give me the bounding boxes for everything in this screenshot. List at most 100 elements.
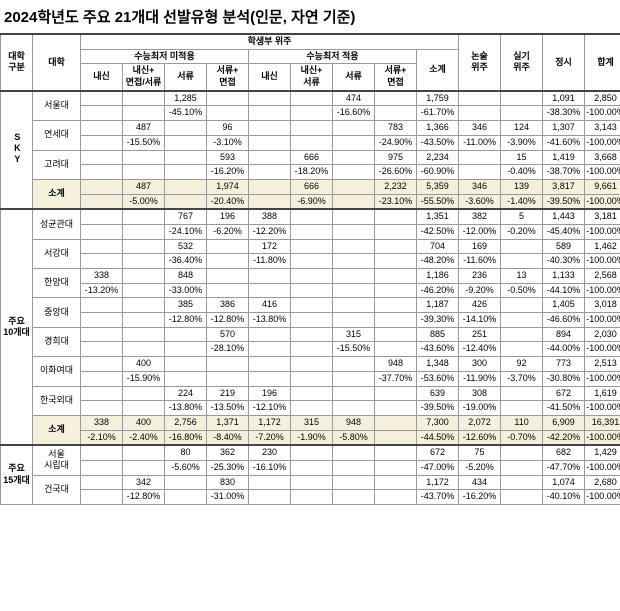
value-cell	[165, 179, 207, 194]
pct-cell	[81, 254, 123, 269]
value-cell: 5	[501, 209, 543, 224]
pct-cell	[375, 460, 417, 475]
value-cell: 1,974	[207, 179, 249, 194]
value-cell	[165, 150, 207, 165]
value-cell	[249, 91, 291, 106]
univ-name: 경희대	[33, 327, 81, 356]
value-cell	[291, 445, 333, 460]
value-cell	[375, 445, 417, 460]
pct-cell	[459, 106, 501, 121]
pct-cell	[123, 401, 165, 416]
value-cell: 5,359	[417, 179, 459, 194]
col-h: 서류	[165, 64, 207, 91]
pct-cell	[375, 401, 417, 416]
pct-cell: -13.80%	[165, 401, 207, 416]
value-cell: 110	[501, 415, 543, 430]
value-cell: 1,759	[417, 91, 459, 106]
value-cell	[291, 386, 333, 401]
value-cell	[501, 445, 543, 460]
pct-cell	[333, 135, 375, 150]
pct-cell: -12.20%	[249, 224, 291, 239]
col-h: 내신	[81, 64, 123, 91]
pct-cell	[165, 371, 207, 386]
pct-cell: -12.60%	[459, 430, 501, 445]
pct-cell: -43.70%	[417, 490, 459, 505]
pct-cell	[375, 342, 417, 357]
pct-cell: -24.10%	[165, 224, 207, 239]
group-cell: SKY	[1, 91, 33, 210]
col-essay: 논술 위주	[459, 34, 501, 91]
pct-cell: -3.10%	[207, 135, 249, 150]
pct-cell	[375, 490, 417, 505]
univ-name: 소계	[33, 179, 81, 209]
value-cell: 830	[207, 475, 249, 490]
value-cell: 400	[123, 415, 165, 430]
pct-cell: -46.60%	[543, 313, 585, 328]
pct-cell: -47.00%	[417, 460, 459, 475]
col-subtotal: 소계	[417, 49, 459, 91]
value-cell: 75	[459, 445, 501, 460]
pct-cell	[375, 283, 417, 298]
value-cell	[123, 386, 165, 401]
value-cell: 385	[165, 298, 207, 313]
value-cell: 3,181	[585, 209, 620, 224]
col-h: 서류+ 면접	[207, 64, 249, 91]
univ-name: 소계	[33, 415, 81, 445]
pct-cell: -0.40%	[501, 165, 543, 180]
value-cell: 666	[291, 179, 333, 194]
value-cell: 1,187	[417, 298, 459, 313]
value-cell	[249, 179, 291, 194]
pct-cell	[501, 313, 543, 328]
pct-cell: -0.20%	[501, 224, 543, 239]
value-cell: 767	[165, 209, 207, 224]
pct-cell: -38.30%	[543, 106, 585, 121]
value-cell	[207, 91, 249, 106]
value-cell	[375, 269, 417, 284]
value-cell	[123, 239, 165, 254]
pct-cell	[207, 254, 249, 269]
value-cell	[81, 179, 123, 194]
pct-cell: -55.50%	[417, 194, 459, 209]
value-cell: 3,817	[543, 179, 585, 194]
pct-cell	[501, 490, 543, 505]
pct-cell	[501, 460, 543, 475]
pct-cell: -42.20%	[543, 430, 585, 445]
univ-name: 중앙대	[33, 298, 81, 327]
univ-name: 고려대	[33, 150, 81, 179]
pct-cell	[375, 254, 417, 269]
value-cell: 236	[459, 269, 501, 284]
value-cell	[165, 121, 207, 136]
value-cell: 9,661	[585, 179, 620, 194]
pct-cell: -53.60%	[417, 371, 459, 386]
value-cell	[207, 239, 249, 254]
pct-cell: -45.40%	[543, 224, 585, 239]
col-univ: 대학	[33, 34, 81, 91]
pct-cell: -11.60%	[459, 254, 501, 269]
value-cell: 948	[333, 415, 375, 430]
pct-cell: -44.10%	[543, 283, 585, 298]
col-h: 서류+ 면접	[375, 64, 417, 91]
value-cell	[249, 150, 291, 165]
pct-cell: -5.60%	[165, 460, 207, 475]
value-cell	[81, 475, 123, 490]
value-cell: 15	[501, 150, 543, 165]
value-cell	[333, 269, 375, 284]
pct-cell	[375, 224, 417, 239]
pct-cell: -39.50%	[417, 401, 459, 416]
value-cell: 251	[459, 327, 501, 342]
value-cell	[165, 327, 207, 342]
pct-cell	[459, 165, 501, 180]
pct-cell: -61.70%	[417, 106, 459, 121]
pct-cell: -100.00%	[585, 254, 620, 269]
value-cell: 362	[207, 445, 249, 460]
value-cell	[333, 357, 375, 372]
pct-cell: -44.50%	[417, 430, 459, 445]
value-cell: 2,850	[585, 91, 620, 106]
pct-cell: -5.80%	[333, 430, 375, 445]
pct-cell: -12.80%	[207, 313, 249, 328]
pct-cell	[81, 342, 123, 357]
value-cell: 196	[207, 209, 249, 224]
value-cell: 196	[249, 386, 291, 401]
col-total: 합계	[585, 34, 620, 91]
value-cell	[333, 179, 375, 194]
